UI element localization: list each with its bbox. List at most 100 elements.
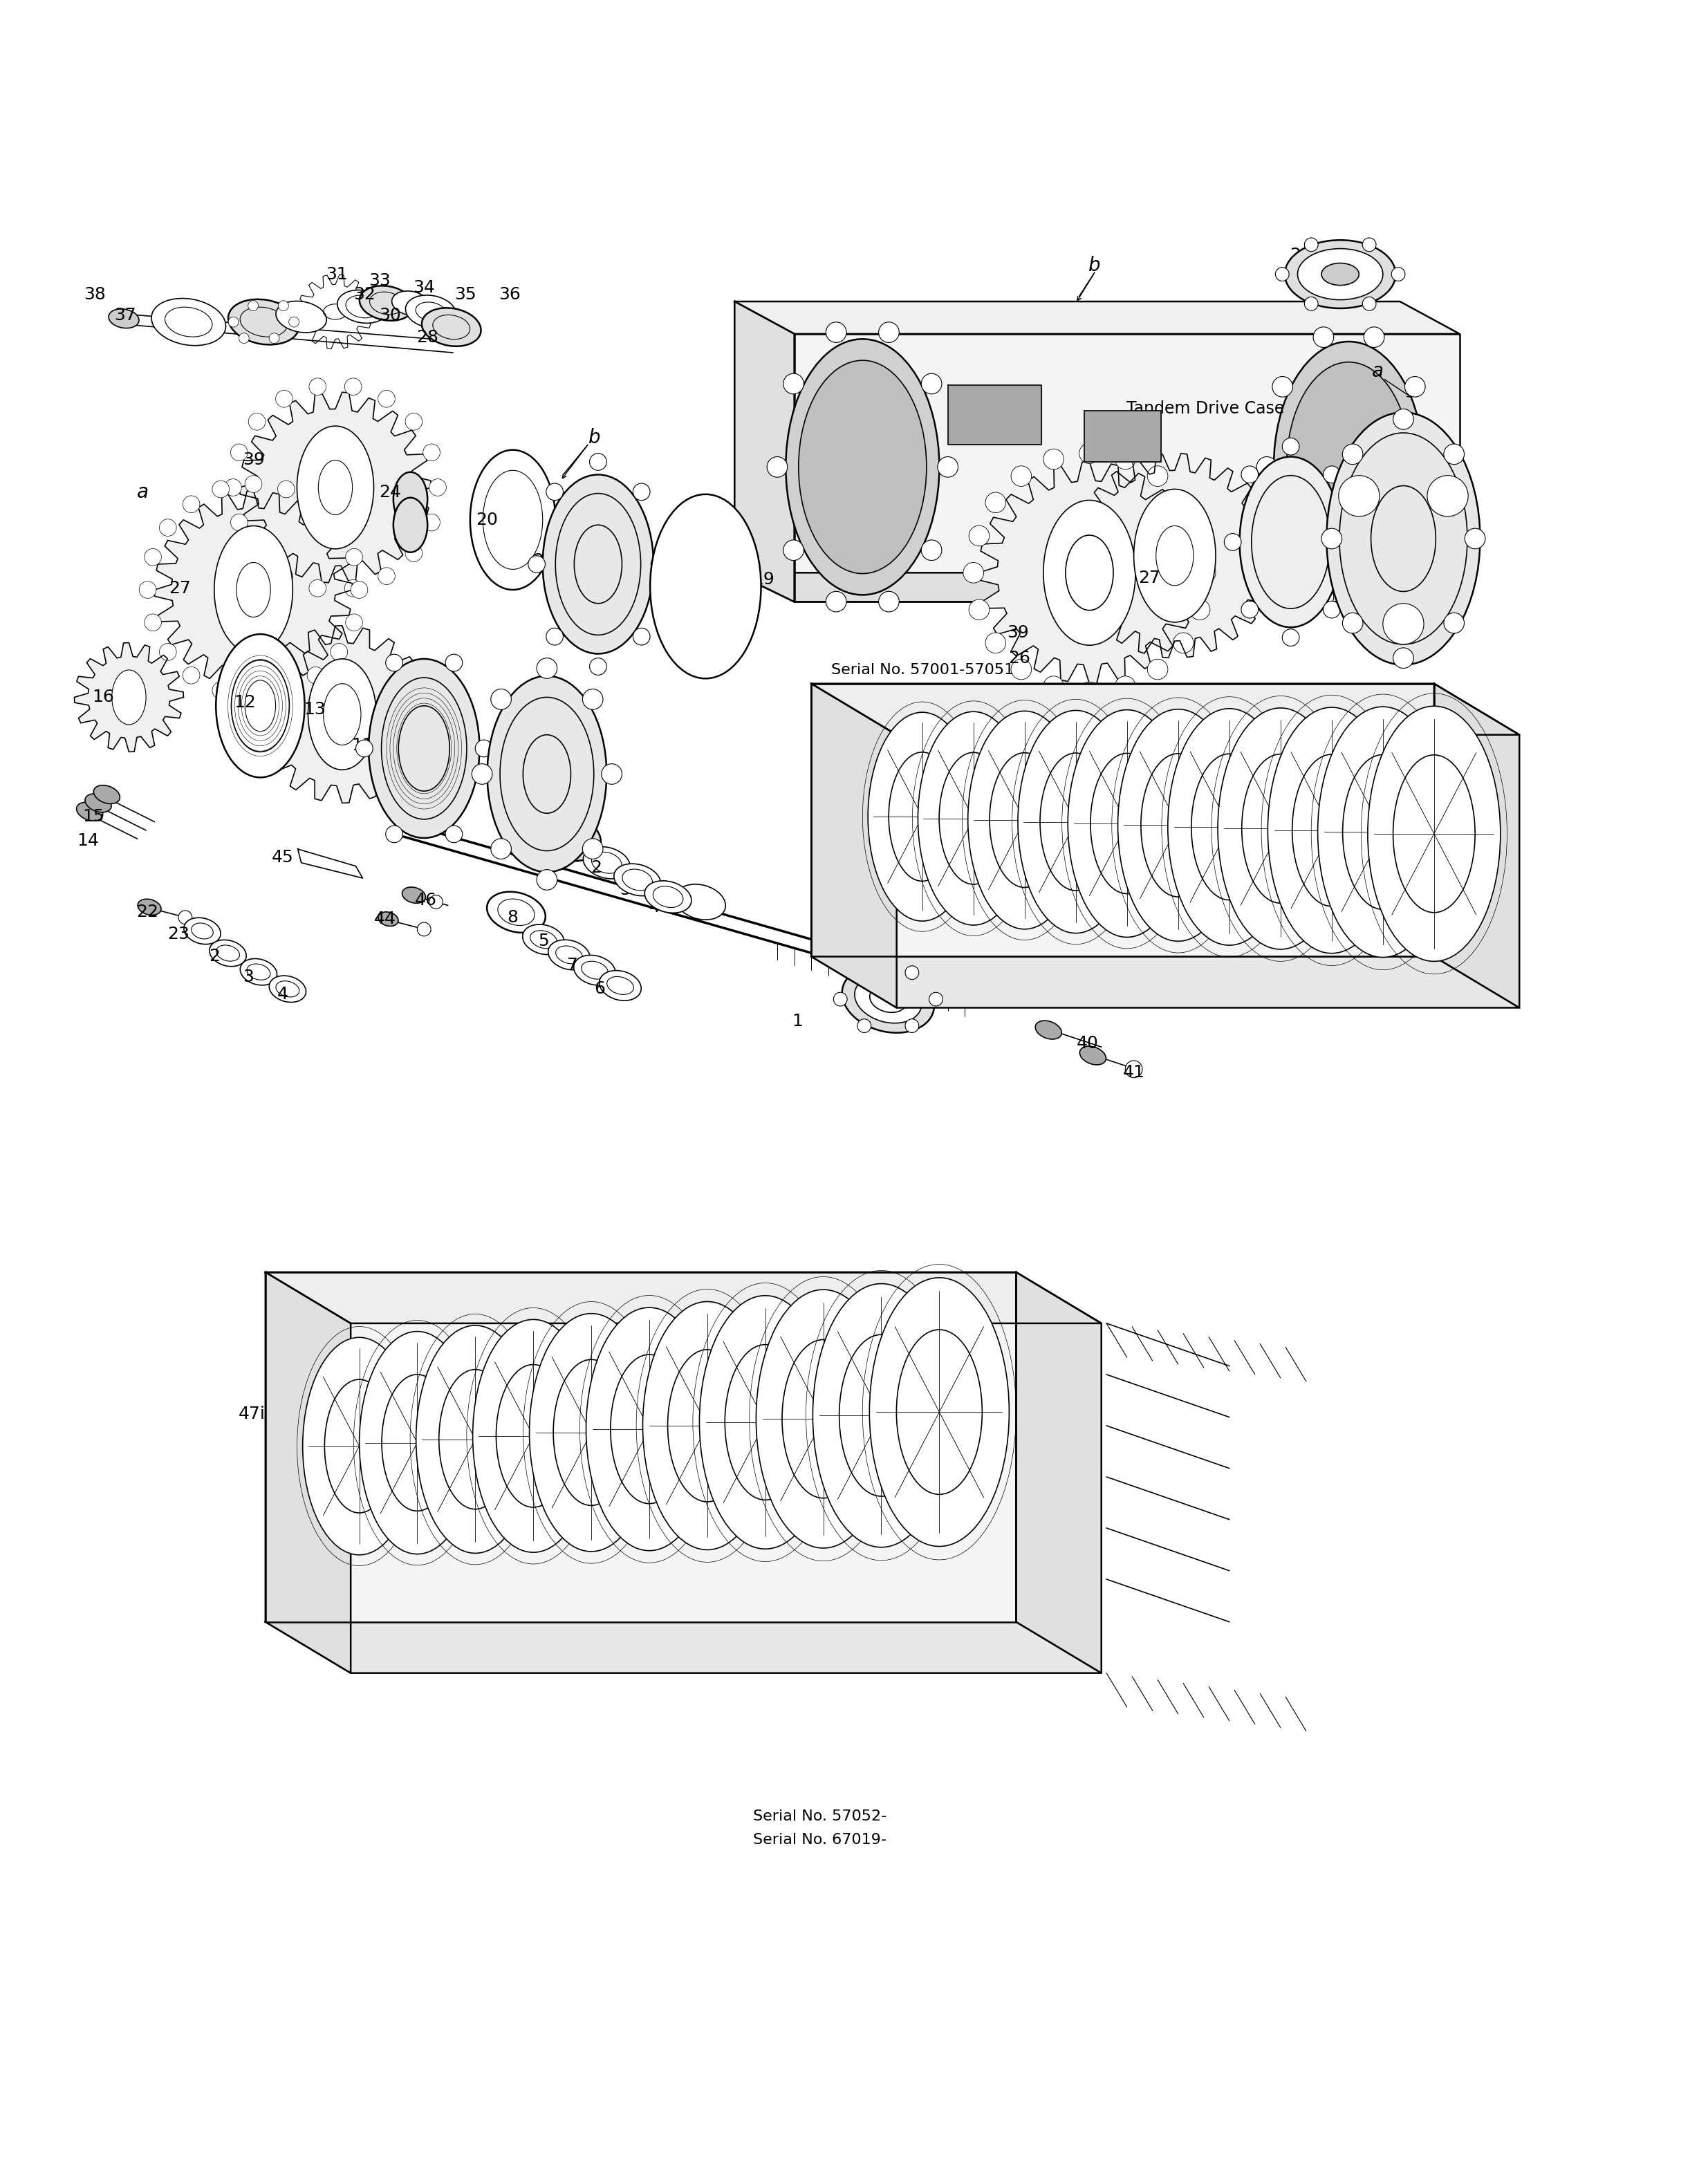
Text: 40: 40 <box>1076 1035 1098 1052</box>
Circle shape <box>1443 614 1464 633</box>
Circle shape <box>582 690 603 709</box>
Circle shape <box>834 993 847 1006</box>
Circle shape <box>1363 297 1377 310</box>
Ellipse shape <box>644 881 692 913</box>
Circle shape <box>424 445 441 462</box>
Circle shape <box>1257 458 1278 477</box>
Circle shape <box>231 514 248 531</box>
Text: 20: 20 <box>477 512 499 527</box>
Ellipse shape <box>1368 707 1500 961</box>
Ellipse shape <box>391 291 429 315</box>
Ellipse shape <box>869 1278 1009 1546</box>
Text: 31: 31 <box>326 267 348 282</box>
Text: 29: 29 <box>1290 247 1312 265</box>
Ellipse shape <box>241 959 277 985</box>
Circle shape <box>471 763 492 785</box>
Polygon shape <box>154 490 352 690</box>
Ellipse shape <box>1068 709 1185 937</box>
Text: 22: 22 <box>137 904 159 920</box>
Text: a: a <box>1372 362 1383 382</box>
Text: 15: 15 <box>82 809 104 824</box>
Circle shape <box>1189 525 1209 547</box>
Ellipse shape <box>1286 362 1411 573</box>
Circle shape <box>275 568 292 586</box>
Polygon shape <box>811 957 1520 1009</box>
Ellipse shape <box>1240 458 1342 627</box>
Ellipse shape <box>1327 412 1481 666</box>
Ellipse shape <box>393 497 427 553</box>
Circle shape <box>929 993 943 1006</box>
Ellipse shape <box>336 291 388 323</box>
Text: 12: 12 <box>234 694 256 711</box>
Circle shape <box>490 839 511 859</box>
Ellipse shape <box>152 299 225 345</box>
Ellipse shape <box>651 495 762 679</box>
Text: 6: 6 <box>594 980 605 998</box>
Circle shape <box>878 592 898 612</box>
Circle shape <box>905 965 919 980</box>
Text: 23: 23 <box>167 926 190 944</box>
Ellipse shape <box>210 939 246 967</box>
Text: 8: 8 <box>507 909 518 926</box>
Circle shape <box>386 826 403 842</box>
Circle shape <box>827 321 847 343</box>
Circle shape <box>601 763 622 785</box>
Ellipse shape <box>1319 707 1448 957</box>
Text: 36: 36 <box>499 286 521 304</box>
Circle shape <box>1428 475 1469 516</box>
Ellipse shape <box>600 970 640 1000</box>
Text: 35: 35 <box>454 286 477 304</box>
Text: 4: 4 <box>277 985 289 1002</box>
Circle shape <box>244 475 261 492</box>
Polygon shape <box>1085 410 1161 462</box>
Ellipse shape <box>138 900 161 915</box>
Ellipse shape <box>359 286 413 321</box>
Circle shape <box>377 390 395 408</box>
Ellipse shape <box>1264 954 1290 972</box>
Ellipse shape <box>1134 490 1216 623</box>
Circle shape <box>589 657 606 675</box>
Text: 10: 10 <box>557 842 579 857</box>
Ellipse shape <box>786 338 939 594</box>
Circle shape <box>1283 438 1300 455</box>
Text: 24: 24 <box>379 484 401 501</box>
Circle shape <box>212 681 229 698</box>
Circle shape <box>429 479 446 497</box>
Text: 11: 11 <box>352 737 374 753</box>
Polygon shape <box>265 1622 1102 1672</box>
Polygon shape <box>265 1273 350 1672</box>
Ellipse shape <box>470 449 555 590</box>
Polygon shape <box>734 301 794 601</box>
Circle shape <box>417 922 430 937</box>
Ellipse shape <box>586 1308 712 1551</box>
Circle shape <box>589 453 606 471</box>
Circle shape <box>377 568 395 586</box>
Circle shape <box>1283 629 1300 646</box>
Ellipse shape <box>302 1338 415 1555</box>
Circle shape <box>159 644 176 662</box>
Circle shape <box>634 484 651 501</box>
Polygon shape <box>239 393 430 583</box>
Ellipse shape <box>842 965 934 1032</box>
Ellipse shape <box>582 846 630 878</box>
Ellipse shape <box>1018 711 1134 933</box>
Text: 44: 44 <box>374 911 396 928</box>
Circle shape <box>968 599 989 620</box>
Circle shape <box>1276 267 1290 282</box>
Polygon shape <box>734 301 794 601</box>
Circle shape <box>547 484 564 501</box>
Text: 19: 19 <box>753 570 774 588</box>
Text: Serial No. 67001-67018: Serial No. 67001-67018 <box>832 685 1013 698</box>
Polygon shape <box>265 1273 1102 1323</box>
Text: 18: 18 <box>719 1464 741 1479</box>
Ellipse shape <box>854 976 922 1024</box>
Ellipse shape <box>214 525 292 653</box>
Circle shape <box>986 492 1006 512</box>
Ellipse shape <box>1066 536 1114 609</box>
Circle shape <box>1392 267 1406 282</box>
Circle shape <box>1115 449 1136 469</box>
Circle shape <box>1242 601 1259 618</box>
Circle shape <box>651 555 668 573</box>
Circle shape <box>1342 614 1363 633</box>
Text: Serial No. 67019-: Serial No. 67019- <box>753 1833 886 1848</box>
